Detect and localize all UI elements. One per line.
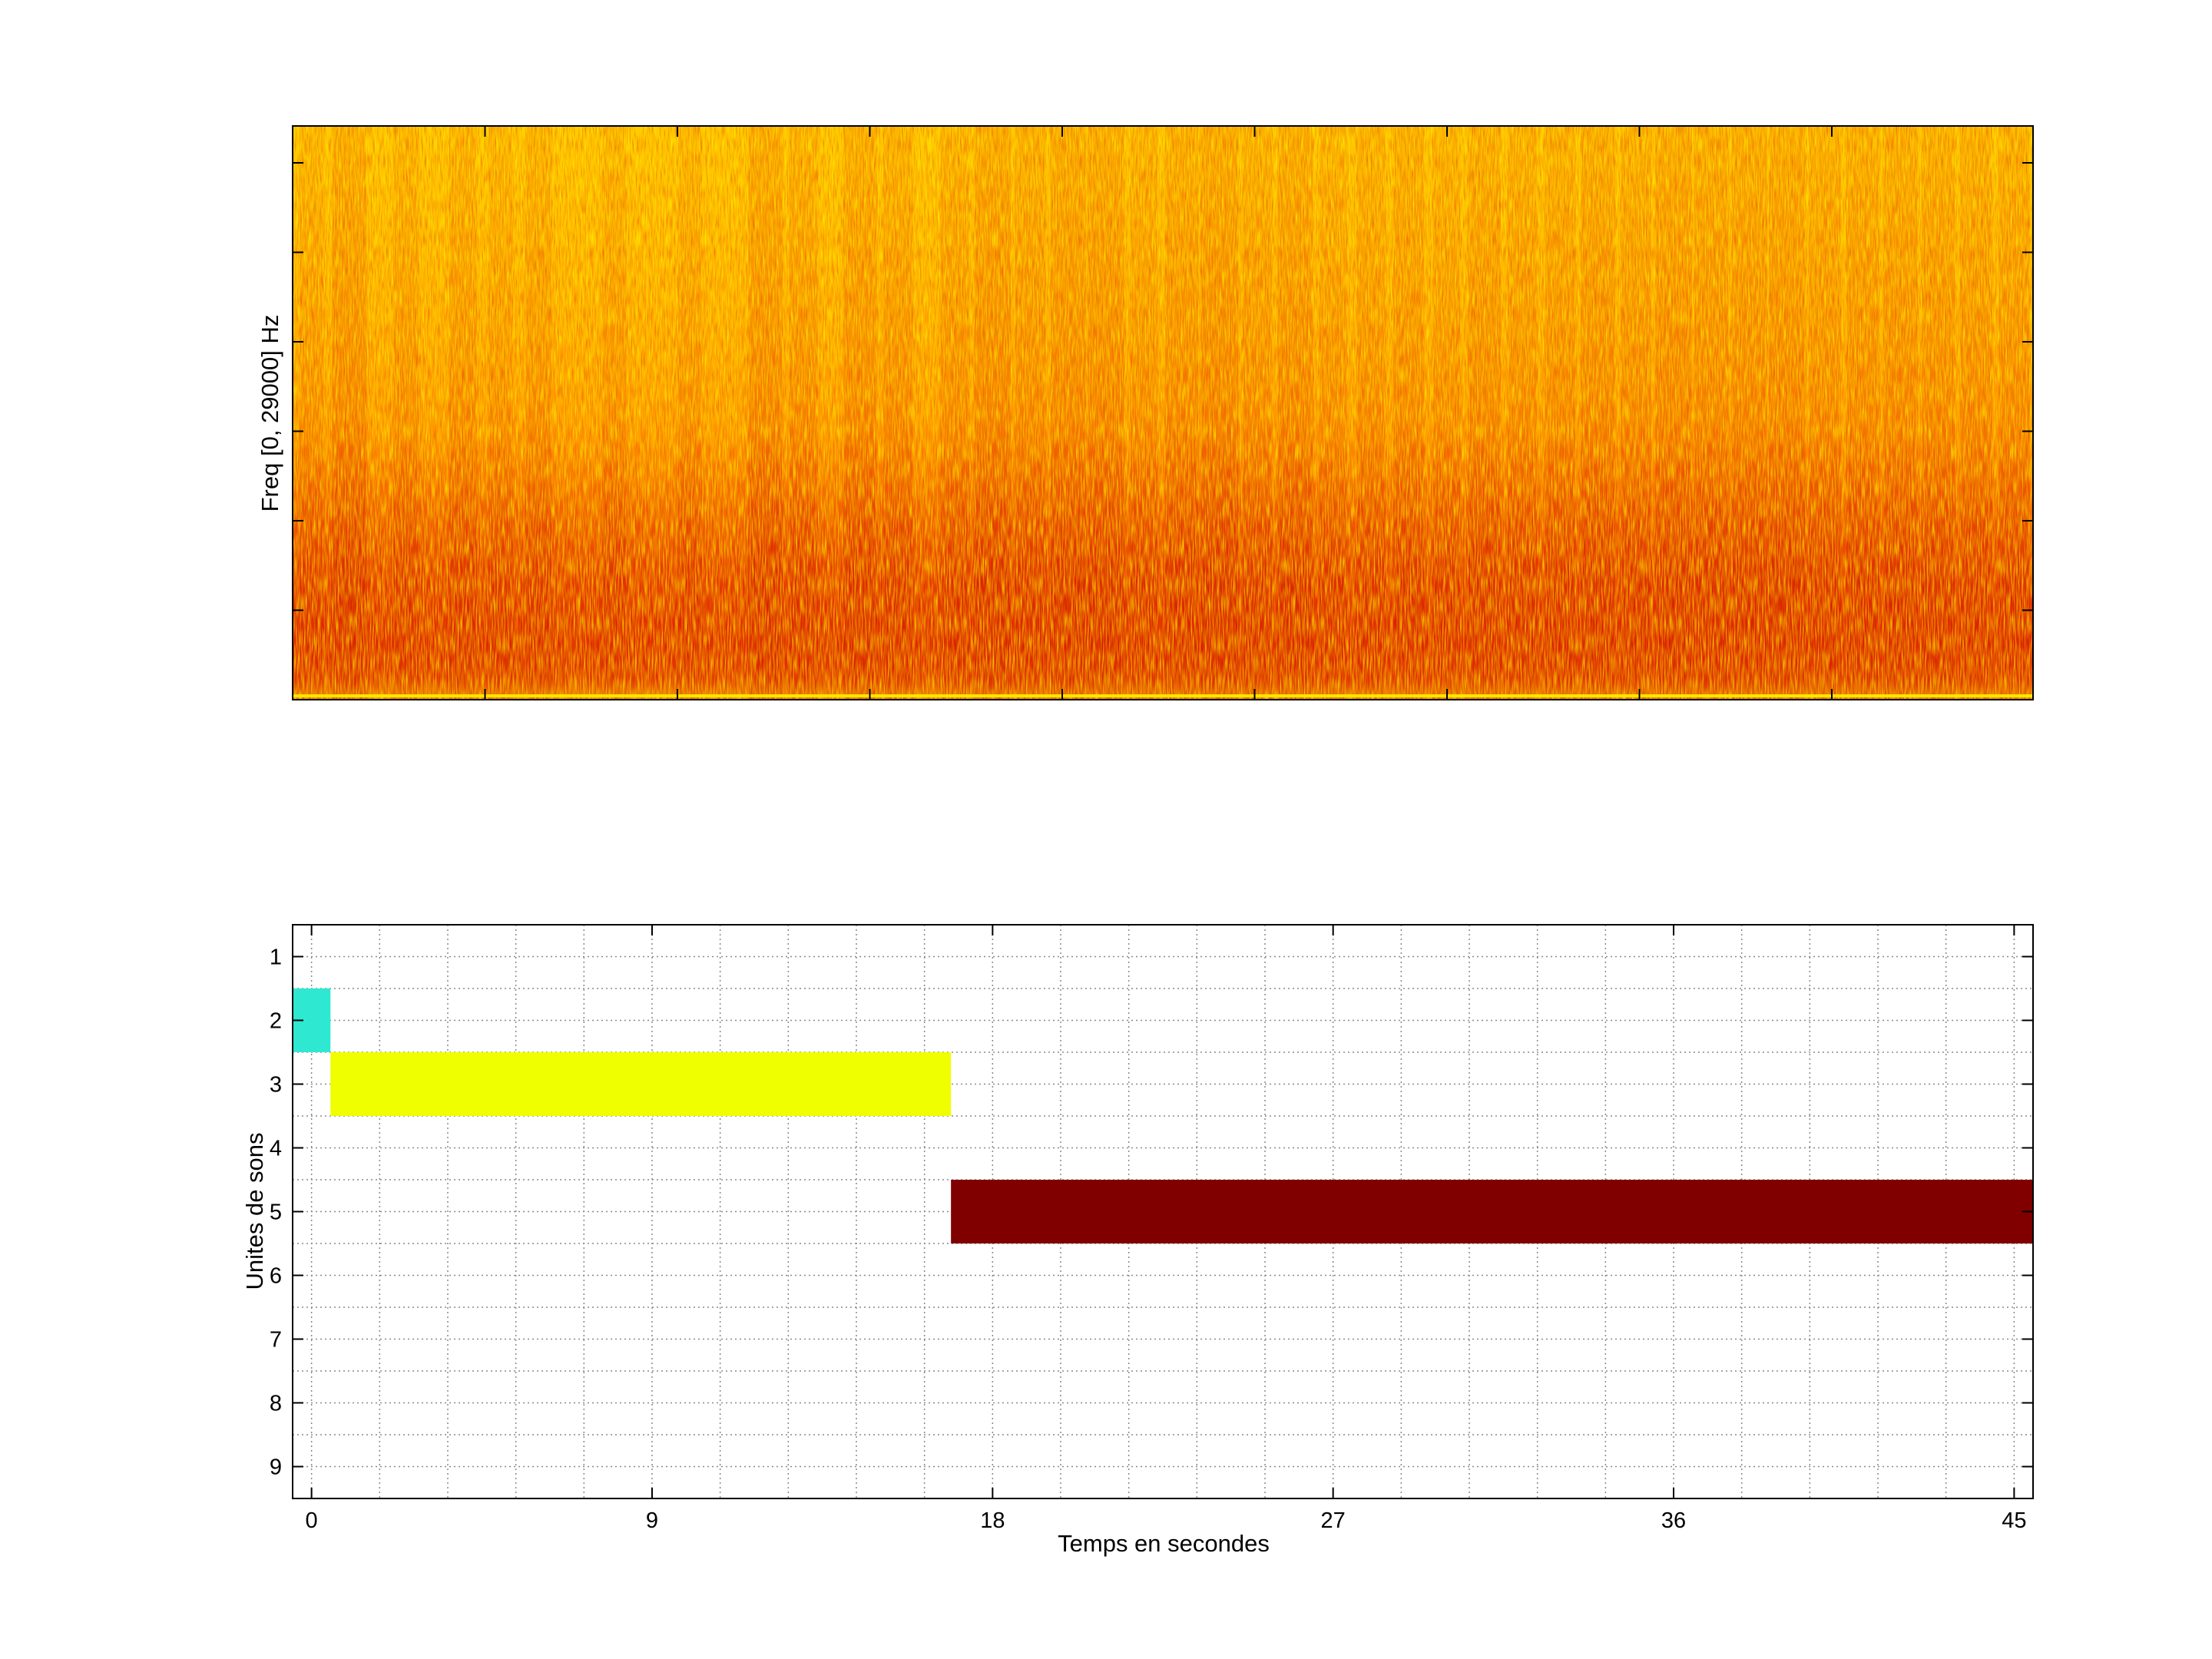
unit-segment-5 — [951, 1180, 2033, 1243]
x-tick-label: 0 — [306, 1508, 318, 1533]
y-tick-label: 2 — [270, 1009, 282, 1034]
unit-segment-3 — [330, 1052, 952, 1116]
spectrogram-y-label: Freq [0, 29000] Hz — [257, 315, 283, 512]
spectrogram-ticks — [293, 126, 2033, 700]
y-axis-label: Unites de sons — [241, 1132, 268, 1290]
spectrogram-frame — [292, 125, 2034, 700]
spectrogram-noise-dark — [293, 126, 2033, 700]
units-segments — [293, 988, 2033, 1243]
x-tick-label: 27 — [1321, 1508, 1346, 1533]
y-tick-label: 9 — [270, 1455, 282, 1480]
y-tick-label: 3 — [270, 1073, 282, 1098]
y-tick-label: 1 — [270, 945, 282, 970]
y-tick-label: 6 — [270, 1264, 282, 1289]
spectrogram-dc-line — [293, 694, 2033, 697]
spectrogram-axes: Freq [0, 29000] Hz — [257, 125, 2034, 700]
x-tick-labels: 0 9 18 27 36 45 — [306, 1508, 2027, 1533]
x-tick-label: 36 — [1661, 1508, 1686, 1533]
y-tick-labels: 1 2 3 4 5 6 7 8 9 — [270, 945, 282, 1480]
y-tick-label: 4 — [270, 1137, 282, 1161]
x-tick-label: 9 — [646, 1508, 658, 1533]
x-tick-label: 45 — [2002, 1508, 2026, 1533]
y-tick-label: 7 — [270, 1328, 282, 1353]
x-axis-label: Temps en secondes — [1058, 1530, 1270, 1557]
units-ticks — [293, 925, 2033, 1498]
y-tick-label: 5 — [270, 1200, 282, 1225]
y-tick-label: 8 — [270, 1392, 282, 1416]
x-tick-label: 18 — [980, 1508, 1005, 1533]
